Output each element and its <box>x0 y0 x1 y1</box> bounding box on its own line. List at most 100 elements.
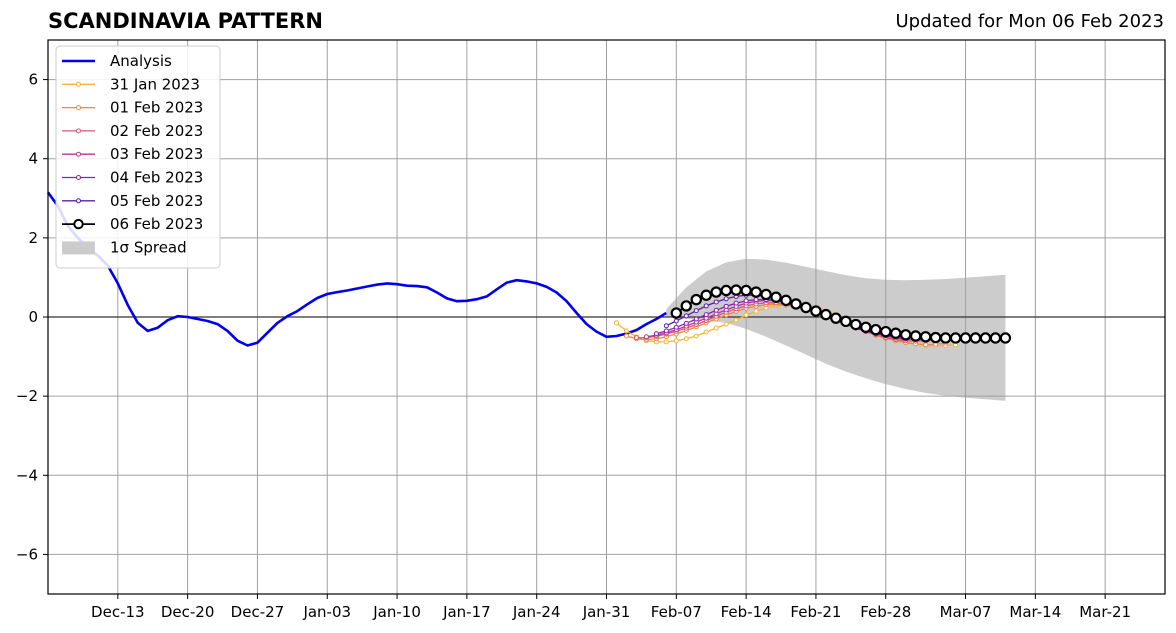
x-tick-label: Jan-03 <box>302 603 351 621</box>
legend-item: 31 Jan 2023 <box>62 75 200 93</box>
forecast-point <box>743 298 749 304</box>
legend-label: 31 Jan 2023 <box>110 75 200 93</box>
x-tick-label: Feb-21 <box>790 603 841 621</box>
legend-item: 1σ Spread <box>62 238 187 256</box>
forecast-point <box>710 286 722 298</box>
chart-title: SCANDINAVIA PATTERN <box>48 9 323 33</box>
series-0 <box>46 191 667 347</box>
forecast-point <box>623 328 629 334</box>
y-tick-label: 4 <box>28 150 38 168</box>
forecast-point <box>923 342 929 348</box>
legend-swatch-marker <box>76 198 81 204</box>
x-tick-label: Mar-14 <box>1009 603 1061 621</box>
forecast-point <box>693 308 699 314</box>
x-tick-label: Mar-21 <box>1079 603 1131 621</box>
y-tick-label: 0 <box>28 308 38 326</box>
forecast-point <box>673 318 679 324</box>
forecast-point <box>690 293 702 306</box>
x-tick-label: Feb-14 <box>721 603 772 621</box>
forecast-point <box>999 332 1012 344</box>
legend-label: 01 Feb 2023 <box>110 99 203 117</box>
forecast-point <box>743 312 749 318</box>
forecast-point <box>680 300 692 312</box>
legend-label: 05 Feb 2023 <box>110 192 203 210</box>
legend-swatch-band <box>62 241 95 255</box>
forecast-point <box>683 336 689 342</box>
x-tick-label: Feb-07 <box>651 603 702 621</box>
legend-item: Analysis <box>62 52 172 70</box>
legend-box <box>55 45 221 269</box>
forecast-point <box>663 323 669 329</box>
forecast-point <box>653 331 659 337</box>
forecast-point <box>720 284 732 297</box>
forecast-point <box>703 329 709 335</box>
legend: Analysis 31 Jan 2023 01 Feb 2023 02 Feb 202… <box>55 45 221 269</box>
forecast-point <box>780 294 792 307</box>
forecast-point <box>753 297 759 303</box>
legend-swatch-marker <box>76 128 81 134</box>
legend-item: 05 Feb 2023 <box>62 192 203 210</box>
forecast-point <box>733 300 739 306</box>
x-tick-label: Feb-28 <box>860 603 911 621</box>
forecast-point <box>663 328 669 334</box>
forecast-point <box>810 305 822 317</box>
forecast-point <box>740 284 752 297</box>
forecast-point <box>713 307 719 313</box>
forecast-point <box>830 312 842 324</box>
legend-label: 06 Feb 2023 <box>110 215 203 233</box>
y-tick-label: 2 <box>28 229 38 247</box>
legend-swatch-marker <box>76 105 81 111</box>
forecast-point <box>880 325 892 338</box>
forecast-point <box>693 316 699 322</box>
y-tick-label: 6 <box>28 71 38 89</box>
chart-subtitle: Updated for Mon 06 Feb 2023 <box>895 11 1164 32</box>
x-tick-label: Mar-07 <box>940 603 992 621</box>
series-7 <box>670 284 1012 344</box>
x-tick-label: Jan-24 <box>512 603 561 621</box>
x-tick-label: Jan-17 <box>442 603 491 621</box>
forecast-point <box>753 308 759 314</box>
forecast-point <box>850 318 862 331</box>
legend-swatch-marker <box>76 175 81 180</box>
forecast-point <box>733 317 739 323</box>
forecast-point <box>939 332 952 344</box>
y-tick-label: −4 <box>16 466 38 484</box>
forecast-point <box>730 284 742 296</box>
forecast-point <box>723 321 729 327</box>
legend-label: 02 Feb 2023 <box>110 122 203 140</box>
forecast-point <box>899 329 912 341</box>
legend-item: 03 Feb 2023 <box>62 145 203 163</box>
forecast-point <box>623 333 629 339</box>
legend-label: 03 Feb 2023 <box>110 145 203 163</box>
forecast-point <box>860 321 872 333</box>
forecast-point <box>770 291 782 303</box>
x-tick-label: Dec-27 <box>231 603 285 621</box>
forecast-point <box>683 320 689 326</box>
forecast-point <box>969 332 982 344</box>
forecast-point <box>840 315 852 328</box>
forecast-point <box>790 298 802 310</box>
legend-item: 06 Feb 2023 <box>62 215 203 233</box>
forecast-point <box>663 339 669 345</box>
forecast-point <box>723 303 729 309</box>
forecast-point <box>870 323 882 336</box>
forecast-point <box>760 288 772 301</box>
x-tick-label: Jan-31 <box>582 603 631 621</box>
legend-label: Analysis <box>110 52 172 70</box>
forecast-point <box>700 289 712 301</box>
forecast-point <box>643 334 649 340</box>
x-tick-label: Dec-13 <box>91 603 145 621</box>
analysis-line <box>46 191 667 347</box>
forecast-point <box>713 325 719 331</box>
forecast-point <box>633 335 639 341</box>
legend-item: 01 Feb 2023 <box>62 99 203 117</box>
forecast-point <box>949 332 962 344</box>
forecast-point <box>683 313 689 319</box>
forecast-point <box>890 327 902 339</box>
forecast-point <box>989 332 1002 344</box>
forecast-point <box>693 333 699 339</box>
forecast-point <box>750 286 762 298</box>
forecast-point <box>703 312 709 318</box>
x-tick-label: Dec-20 <box>161 603 215 621</box>
